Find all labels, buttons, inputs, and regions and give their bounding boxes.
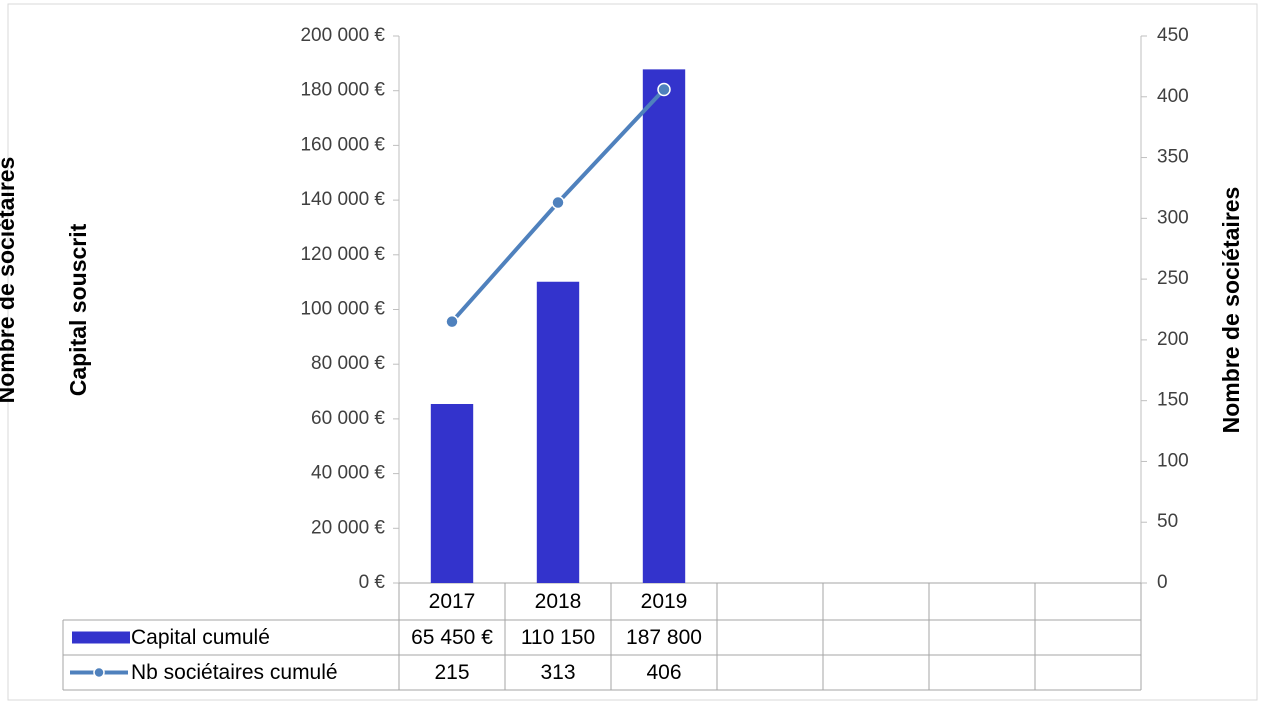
x-tick-label: 2017 <box>429 590 476 613</box>
y2-tick-label: 200 <box>1157 329 1189 350</box>
y2-tick-label: 350 <box>1157 147 1189 168</box>
chart-frame <box>7 3 1258 701</box>
table-value: 65 450 € <box>411 626 493 649</box>
y2-tick-label: 450 <box>1157 25 1189 46</box>
bar <box>536 281 580 583</box>
y2-tick-label: 0 <box>1157 572 1168 593</box>
y2-tick-label: 400 <box>1157 86 1189 107</box>
table-value: 110 150 <box>521 626 595 649</box>
y-tick-label: 120 000 € <box>300 244 385 265</box>
y-tick-label: 80 000 € <box>311 353 385 374</box>
y-tick-label: 20 000 € <box>311 517 385 538</box>
bar <box>430 403 474 583</box>
table-value: 187 800 <box>626 626 702 649</box>
x-tick-label: 2018 <box>535 590 582 613</box>
y-axis-title: Capital souscrit <box>65 223 91 396</box>
legend-label: Nb sociétaires cumulé <box>131 661 338 684</box>
y2-tick-label: 50 <box>1157 511 1178 532</box>
legend-key <box>72 631 130 644</box>
y2-tick-label: 250 <box>1157 268 1189 289</box>
bar <box>642 69 686 583</box>
y-tick-label: 200 000 € <box>300 25 385 46</box>
y-tick-label: 160 000 € <box>300 134 385 155</box>
y-tick-label: 140 000 € <box>300 189 385 210</box>
line-marker <box>445 314 459 329</box>
line-marker <box>551 195 565 210</box>
legend-label: Capital cumulé <box>131 626 270 649</box>
x-tick-label: 2019 <box>641 590 688 613</box>
y2-axis-title: Nombre de sociétaires <box>1218 187 1244 434</box>
table-value: 313 <box>540 661 575 684</box>
y2-tick-label: 150 <box>1157 390 1189 411</box>
line-marker <box>657 82 671 97</box>
legend-key-marker <box>93 666 105 679</box>
y-tick-label: 180 000 € <box>300 80 385 101</box>
y2-tick-label: 100 <box>1157 450 1189 471</box>
y-tick-label: 0 € <box>359 572 386 593</box>
y-tick-label: 60 000 € <box>311 408 385 429</box>
y-tick-label: 40 000 € <box>311 463 385 484</box>
y2-tick-label: 300 <box>1157 207 1189 228</box>
table-value: 406 <box>646 661 681 684</box>
table-value: 215 <box>434 661 469 684</box>
y-tick-label: 100 000 € <box>300 299 385 320</box>
y2-axis-title-clipped: Nombre de sociétaires <box>0 157 19 404</box>
